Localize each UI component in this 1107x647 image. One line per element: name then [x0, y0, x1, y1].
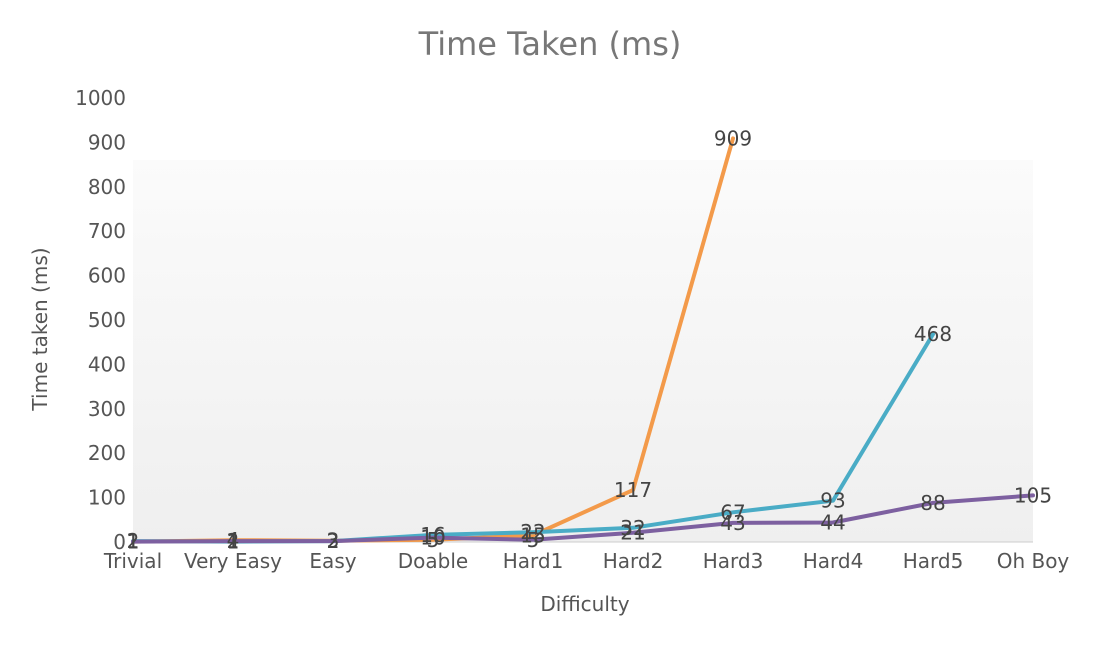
data-label: 88: [920, 491, 945, 515]
data-label: 1: [227, 530, 240, 554]
data-label: 2: [327, 529, 340, 553]
data-label: 105: [1014, 483, 1052, 507]
data-label: 4: [227, 528, 240, 552]
data-label: 1: [127, 530, 140, 554]
data-label: 43: [720, 511, 745, 535]
y-tick-label: 300: [88, 397, 126, 421]
series-lines: [131, 136, 1035, 544]
data-label: 1: [127, 530, 140, 554]
data-label: 16: [420, 523, 445, 547]
chart-title: Time Taken (ms): [418, 25, 682, 63]
data-label: 2: [327, 529, 340, 553]
data-label: 32: [620, 516, 645, 540]
plot-area: [133, 160, 1033, 542]
data-label: 2: [127, 529, 140, 553]
x-tick-label: Hard3: [703, 549, 764, 573]
data-label: 22: [520, 520, 545, 544]
y-tick-label: 0: [113, 530, 126, 554]
x-tick-label: Hard4: [803, 549, 864, 573]
x-axis-label: Difficulty: [540, 592, 629, 616]
data-label: 5: [427, 528, 440, 552]
data-label: 21: [620, 521, 645, 545]
x-tick-label: Trivial: [103, 549, 162, 573]
y-tick-label: 200: [88, 441, 126, 465]
y-tick-label: 400: [88, 352, 126, 376]
y-tick-label: 500: [88, 308, 126, 332]
x-tick-label: Hard1: [503, 549, 564, 573]
x-tick-label: Easy: [309, 549, 356, 573]
data-label: 909: [714, 126, 752, 150]
y-tick-label: 700: [88, 219, 126, 243]
data-label: 2: [227, 529, 240, 553]
x-tick-label: Oh Boy: [997, 549, 1070, 573]
y-tick-label: 100: [88, 486, 126, 510]
y-tick-label: 1000: [75, 86, 126, 110]
data-label: 5: [527, 528, 540, 552]
data-label: 67: [720, 500, 745, 524]
data-label: 15: [520, 523, 545, 547]
y-tick-label: 900: [88, 130, 126, 154]
data-label: 93: [820, 489, 845, 513]
y-tick-label: 800: [88, 175, 126, 199]
data-label: 117: [614, 478, 652, 502]
x-tick-label: Hard2: [603, 549, 664, 573]
y-axis-label: Time taken (ms): [28, 247, 52, 411]
y-tick-label: 600: [88, 264, 126, 288]
data-label: 44: [820, 510, 845, 534]
x-tick-label: Hard5: [903, 549, 964, 573]
x-tick-label: Very Easy: [184, 549, 282, 573]
y-axis-ticks: 0 100 200 300 400 500 600 700 800 900 1000: [75, 86, 126, 554]
x-tick-label: Doable: [398, 549, 468, 573]
series-3-line: [131, 493, 1035, 544]
data-label: 3: [327, 529, 340, 553]
data-label: 468: [914, 322, 952, 346]
x-axis-ticks: Trivial Very Easy Easy Doable Hard1 Hard2 Hard…: [103, 549, 1070, 573]
data-label: 10: [420, 526, 445, 550]
